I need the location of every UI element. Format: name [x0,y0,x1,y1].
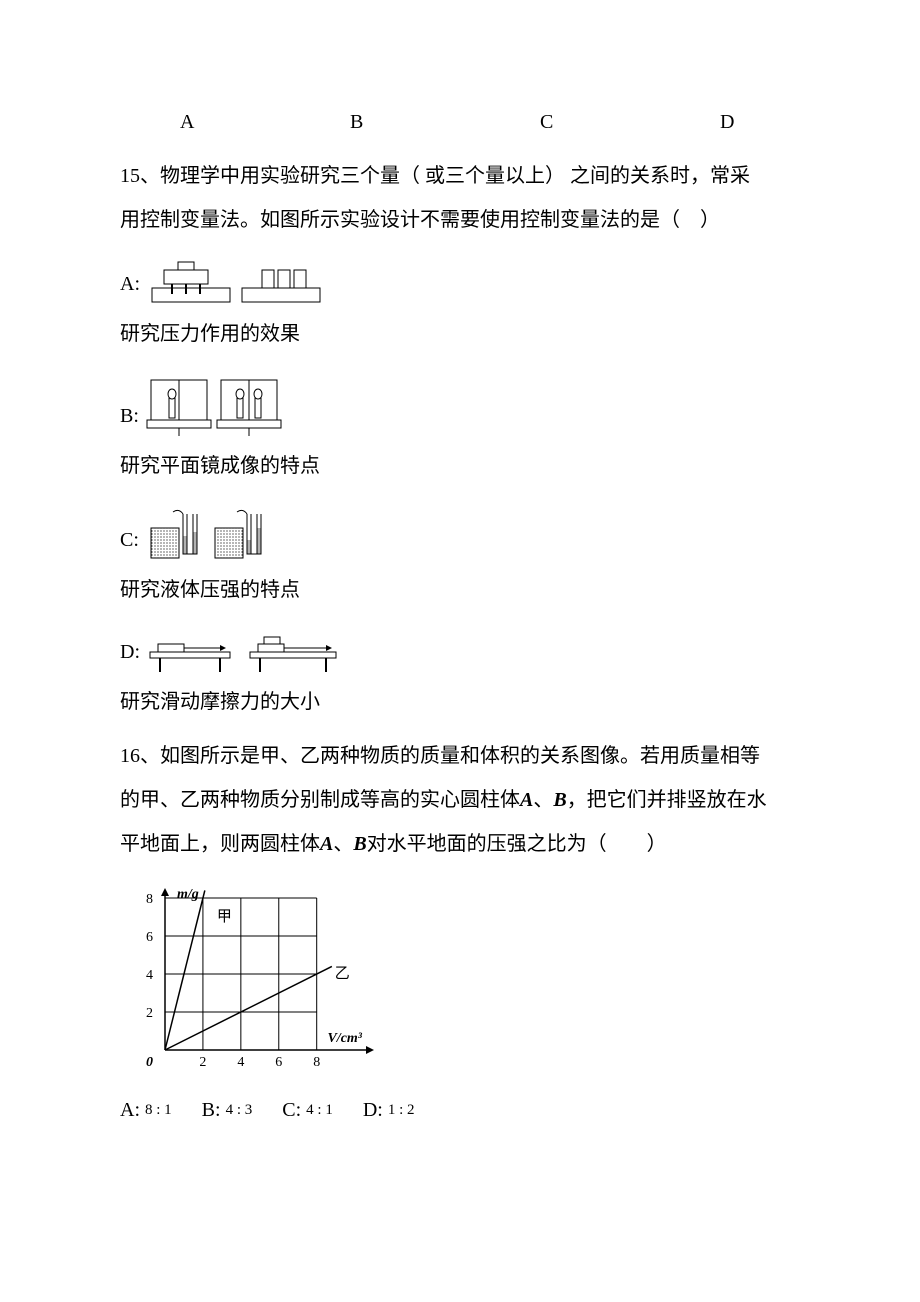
q16-t3b: 、 [333,833,353,855]
svg-text:4: 4 [146,968,153,983]
mass-volume-chart: 2 4 6 8 2 4 6 8 0 m/g V/cm³ 甲乙 [120,880,800,1080]
q16-optC: C: 4 : 1 [282,1088,333,1132]
sym-B-1: B [553,789,566,811]
q15-text1: 物理学中用实验研究三个量（ 或三个量以上） 之间的关系时，常采 [160,165,750,187]
q16-t1: 如图所示是甲、乙两种物质的质量和体积的关系图像。若用质量相等 [160,745,760,767]
q15-optC-desc: 研究液体压强的特点 [120,568,800,612]
q16-optA: A: 8 : 1 [120,1088,172,1132]
plane-mirror-icon [145,374,285,438]
q16-line3: 平地面上，则两圆柱体A、B对水平地面的压强之比为（ ） [120,822,800,866]
svg-text:m/g: m/g [177,887,199,902]
pressure-effect-icon [146,260,326,306]
q15-optB-row: B: [120,374,800,438]
svg-text:6: 6 [275,1055,282,1070]
q16-num: 16、 [120,745,160,767]
col-d: D [720,100,734,144]
q15-num: 15、 [120,165,160,187]
q15-optA-label: A: [120,262,140,306]
liquid-pressure-icon [145,506,275,562]
q15-optB-desc: 研究平面镜成像的特点 [120,444,800,488]
q15-line1: 15、物理学中用实验研究三个量（ 或三个量以上） 之间的关系时，常采 [120,154,800,198]
q15-optD-desc: 研究滑动摩擦力的大小 [120,680,800,724]
svg-text:乙: 乙 [335,966,350,982]
q15-optD-row: D: [120,630,800,674]
svg-text:0: 0 [146,1055,153,1070]
sym-A-1: A [520,789,533,811]
col-b: B [350,100,540,144]
sym-B-2: B [353,833,366,855]
q15-optA-desc: 研究压力作用的效果 [120,312,800,356]
q16-options-row: A: 8 : 1 B: 4 : 3 C: 4 : 1 D: 1 : 2 [120,1088,800,1132]
q15-optC-label: C: [120,518,139,562]
q15-optC-row: C: [120,506,800,562]
q15-line2: 用控制变量法。如图所示实验设计不需要使用控制变量法的是（ ） [120,198,800,242]
q15-optD-label: D: [120,630,140,674]
svg-text:2: 2 [146,1006,153,1021]
svg-text:4: 4 [237,1055,244,1070]
svg-text:8: 8 [313,1055,320,1070]
q16-optD: D: 1 : 2 [363,1088,415,1132]
abcd-header-row: A B C D [120,100,800,144]
sym-A-2: A [320,833,333,855]
q16-line1: 16、如图所示是甲、乙两种物质的质量和体积的关系图像。若用质量相等 [120,734,800,778]
svg-text:2: 2 [199,1055,206,1070]
col-c: C [540,100,720,144]
svg-text:V/cm³: V/cm³ [327,1031,362,1046]
q16-t2b: 、 [533,789,553,811]
svg-text:6: 6 [146,930,153,945]
q16-t3a: 平地面上，则两圆柱体 [120,833,320,855]
q16-t3c: 对水平地面的压强之比为（ ） [367,833,667,855]
col-a: A [180,100,350,144]
q16-t2a: 的甲、乙两种物质分别制成等高的实心圆柱体 [120,789,520,811]
q16-optB: B: 4 : 3 [202,1088,253,1132]
q15-optA-row: A: [120,260,800,306]
sliding-friction-icon [146,636,346,674]
q16-line2: 的甲、乙两种物质分别制成等高的实心圆柱体A、B，把它们并排竖放在水 [120,778,800,822]
q15-optB-label: B: [120,394,139,438]
svg-text:甲: 甲 [217,909,232,925]
page: A B C D 15、物理学中用实验研究三个量（ 或三个量以上） 之间的关系时，… [0,0,920,1302]
q16-t2c: ，把它们并排竖放在水 [567,789,767,811]
svg-text:8: 8 [146,892,153,907]
